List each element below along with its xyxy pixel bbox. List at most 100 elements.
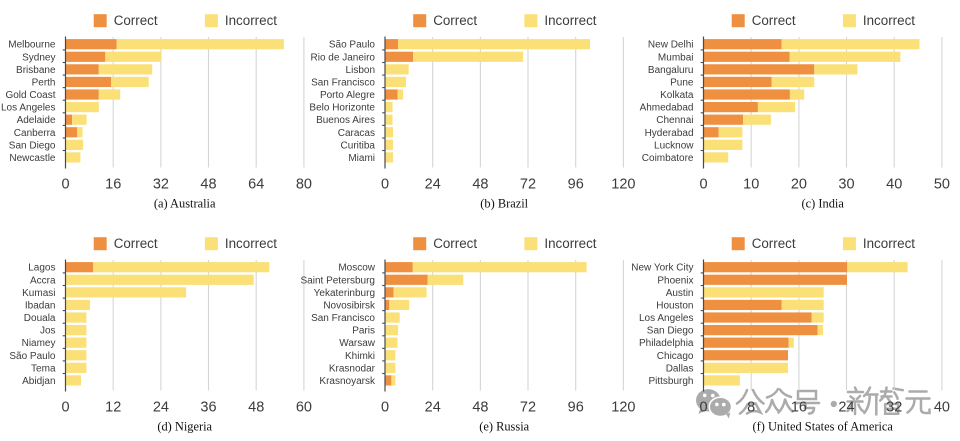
svg-text:Melbourne: Melbourne: [8, 40, 56, 51]
svg-text:Warsaw: Warsaw: [339, 338, 376, 349]
svg-text:96: 96: [568, 177, 584, 193]
svg-text:Buenos Aires: Buenos Aires: [316, 115, 375, 126]
svg-text:New York City: New York City: [631, 263, 693, 274]
svg-text:24: 24: [425, 177, 441, 193]
svg-text:50: 50: [934, 177, 950, 193]
svg-text:Lagos: Lagos: [28, 263, 55, 274]
svg-text:48: 48: [472, 400, 488, 416]
svg-text:Correct: Correct: [433, 13, 477, 28]
svg-text:Kumasi: Kumasi: [22, 288, 55, 299]
svg-text:Accra: Accra: [30, 275, 56, 286]
svg-text:0: 0: [381, 400, 389, 416]
svg-text:Correct: Correct: [114, 13, 158, 28]
svg-text:Tema: Tema: [31, 363, 56, 374]
svg-text:80: 80: [296, 177, 312, 193]
svg-text:0: 0: [61, 400, 69, 416]
svg-text:Chennai: Chennai: [656, 115, 693, 126]
svg-text:Mumbai: Mumbai: [658, 52, 694, 63]
svg-text:San Diego: San Diego: [9, 140, 56, 151]
svg-text:Incorrect: Incorrect: [544, 236, 596, 251]
svg-text:0: 0: [381, 177, 389, 193]
svg-text:Adelaide: Adelaide: [17, 115, 56, 126]
svg-text:36: 36: [200, 400, 216, 416]
svg-text:Jos: Jos: [40, 326, 56, 337]
svg-text:(e) Russia: (e) Russia: [479, 420, 529, 434]
svg-text:Krasnodar: Krasnodar: [329, 363, 376, 374]
svg-text:Pittsburgh: Pittsburgh: [648, 376, 693, 387]
svg-text:São Paulo: São Paulo: [9, 351, 56, 362]
svg-text:(c) India: (c) India: [802, 197, 845, 211]
svg-text:0: 0: [699, 177, 707, 193]
svg-text:Phoenix: Phoenix: [657, 275, 693, 286]
svg-text:120: 120: [611, 177, 635, 193]
svg-text:Brisbane: Brisbane: [16, 65, 56, 76]
svg-text:Los Angeles: Los Angeles: [639, 313, 694, 324]
svg-text:Incorrect: Incorrect: [225, 13, 277, 28]
svg-text:San Diego: San Diego: [647, 326, 694, 337]
svg-text:Paris: Paris: [352, 326, 375, 337]
svg-text:Belo Horizonte: Belo Horizonte: [309, 103, 375, 114]
svg-text:40: 40: [934, 400, 950, 416]
svg-text:Lucknow: Lucknow: [654, 140, 694, 151]
svg-text:Bangaluru: Bangaluru: [648, 65, 694, 76]
svg-text:Incorrect: Incorrect: [863, 236, 915, 251]
svg-text:Los Angeles: Los Angeles: [1, 103, 56, 114]
svg-text:Incorrect: Incorrect: [544, 13, 596, 28]
svg-text:Dallas: Dallas: [666, 363, 694, 374]
svg-text:24: 24: [838, 400, 854, 416]
svg-text:Hyderabad: Hyderabad: [645, 128, 694, 139]
svg-text:Moscow: Moscow: [338, 263, 375, 274]
svg-text:72: 72: [520, 400, 536, 416]
svg-text:24: 24: [425, 400, 441, 416]
svg-text:10: 10: [743, 177, 759, 193]
svg-text:Novosibirsk: Novosibirsk: [323, 300, 376, 311]
svg-text:Yekaterinburg: Yekaterinburg: [314, 288, 375, 299]
svg-text:Correct: Correct: [752, 13, 796, 28]
svg-text:Ibadan: Ibadan: [25, 300, 56, 311]
svg-text:Newcastle: Newcastle: [9, 153, 56, 164]
svg-text:Curitiba: Curitiba: [341, 140, 376, 151]
svg-text:Austin: Austin: [666, 288, 694, 299]
svg-text:48: 48: [200, 177, 216, 193]
svg-text:60: 60: [296, 400, 312, 416]
svg-text:Correct: Correct: [752, 236, 796, 251]
svg-text:(b) Brazil: (b) Brazil: [480, 197, 528, 211]
svg-text:Abidjan: Abidjan: [22, 376, 55, 387]
svg-text:Rio de Janeiro: Rio de Janeiro: [311, 52, 376, 63]
svg-text:San Francisco: San Francisco: [311, 77, 375, 88]
svg-text:Houston: Houston: [656, 300, 693, 311]
svg-text:Correct: Correct: [433, 236, 477, 251]
svg-text:Incorrect: Incorrect: [863, 13, 915, 28]
svg-text:48: 48: [248, 400, 264, 416]
svg-text:Kolkata: Kolkata: [660, 90, 694, 101]
svg-text:96: 96: [568, 400, 584, 416]
svg-text:(a) Australia: (a) Australia: [154, 197, 216, 211]
svg-text:30: 30: [838, 177, 854, 193]
svg-text:Krasnoyarsk: Krasnoyarsk: [319, 376, 376, 387]
svg-text:(f) United States of America: (f) United States of America: [753, 420, 894, 434]
svg-text:Lisbon: Lisbon: [346, 65, 375, 76]
svg-text:São Paulo: São Paulo: [329, 40, 376, 51]
svg-text:Miami: Miami: [348, 153, 375, 164]
svg-text:Correct: Correct: [114, 236, 158, 251]
svg-text:Philadelphia: Philadelphia: [639, 338, 694, 349]
svg-text:16: 16: [791, 400, 807, 416]
svg-text:Sydney: Sydney: [22, 52, 55, 63]
svg-text:Pune: Pune: [670, 77, 694, 88]
svg-text:Coimbatore: Coimbatore: [642, 153, 694, 164]
svg-text:Porto Alegre: Porto Alegre: [320, 90, 375, 101]
svg-text:Saint Petersburg: Saint Petersburg: [301, 275, 376, 286]
svg-text:0: 0: [61, 177, 69, 193]
svg-text:Caracas: Caracas: [338, 128, 375, 139]
svg-text:San Francisco: San Francisco: [311, 313, 375, 324]
svg-text:Khimki: Khimki: [345, 351, 375, 362]
svg-text:Niamey: Niamey: [22, 338, 56, 349]
svg-text:16: 16: [105, 177, 121, 193]
svg-text:Douala: Douala: [24, 313, 56, 324]
svg-text:8: 8: [747, 400, 755, 416]
svg-text:48: 48: [472, 177, 488, 193]
svg-text:40: 40: [886, 177, 902, 193]
svg-text:64: 64: [248, 177, 264, 193]
svg-text:12: 12: [105, 400, 121, 416]
svg-text:Chicago: Chicago: [657, 351, 694, 362]
